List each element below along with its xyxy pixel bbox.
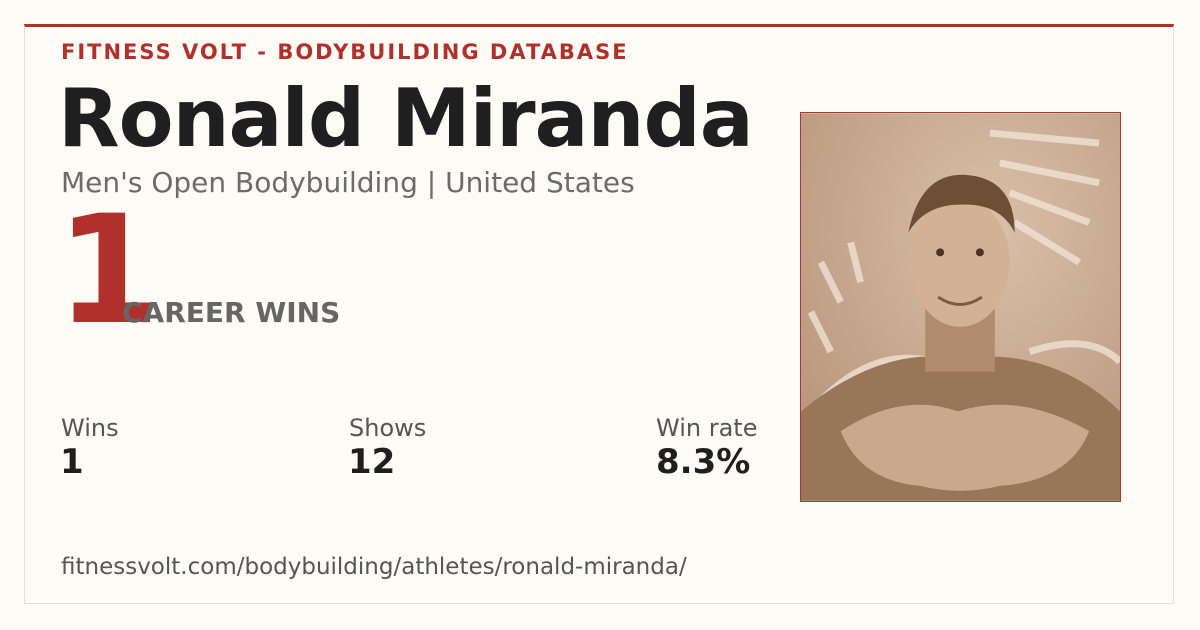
subtitle: Men's Open Bodybuilding | United States bbox=[61, 166, 635, 199]
athlete-name: Ronald Miranda bbox=[58, 72, 754, 165]
stat-value: 1 bbox=[60, 442, 84, 482]
athlete-photo bbox=[800, 112, 1121, 502]
stat-value: 12 bbox=[348, 442, 396, 482]
stat-value: 8.3% bbox=[656, 442, 751, 482]
stat-label: Wins bbox=[61, 414, 119, 442]
stat-label: Win rate bbox=[656, 414, 758, 442]
hero-number: 1 bbox=[56, 184, 161, 358]
site-label: FITNESS VOLT - BODYBUILDING DATABASE bbox=[61, 40, 629, 64]
card bbox=[24, 24, 1174, 604]
hero-label: CAREER WINS bbox=[122, 296, 341, 329]
stat-label: Shows bbox=[349, 414, 427, 442]
url: fitnessvolt.com/bodybuilding/athletes/ro… bbox=[61, 554, 687, 580]
